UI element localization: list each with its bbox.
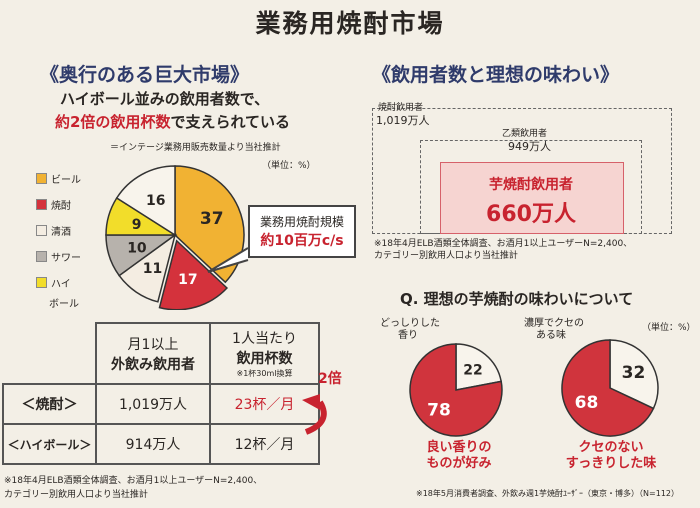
legend-item-highball: ハイ — [36, 272, 96, 292]
legend-swatch — [36, 250, 47, 262]
left-subline-2-highlight: 約2倍の飲用杯数 — [55, 113, 171, 131]
left-footnote-2: カテゴリー別飲用人口より当社推計 — [4, 490, 148, 500]
pie2-bottom-label: クセのない すっきりした味 — [548, 440, 674, 472]
pie-slice — [455, 343, 503, 391]
legend-item-sour: サワー — [36, 246, 96, 266]
left-footnote-1: ※18年4月ELB酒類全体調査、お酒月1以上ユーザーN=2,400、 — [4, 476, 263, 486]
shochu-scale-callout: 業務用焼酎規模 約10百万c/s — [248, 205, 356, 258]
legend-item-sake: 清酒 — [36, 220, 96, 240]
table-row-highball-label: ＜ハイボール＞ — [2, 423, 97, 465]
legend-item-beer: ビール — [36, 168, 96, 188]
legend-label: サワー — [51, 252, 81, 264]
left-subline-2: 約2倍の飲用杯数で支えられている — [55, 111, 290, 132]
legend-label: ビール — [51, 174, 81, 186]
callout-pointer — [207, 247, 249, 273]
pie-slice — [409, 343, 503, 437]
pie1-top-label: どっしりした 香り — [380, 318, 440, 342]
right-footnote-2: カテゴリー別飲用人口より当社推計 — [374, 251, 518, 261]
legend-item-shochu: 焼酎 — [36, 194, 96, 214]
pie1-top-line: 香り — [398, 330, 418, 341]
left-subline-1: ハイボール並みの飲用者数で、 — [60, 90, 270, 108]
pie2-top-line: 濃厚でクセの — [524, 318, 584, 329]
box-imo-shochu-drinkers — [440, 162, 624, 234]
pie-legend: ビール 焼酎 清酒 サワー ハイ ボール — [36, 168, 96, 312]
left-unit-label: （単位：%） — [262, 161, 316, 171]
table-corner — [3, 323, 96, 384]
comparison-table: 月1以上 外飲み飲用者 1人当たり 飲用杯数 ※1杯30ml換算 ＜焼酎＞ 1,… — [2, 322, 320, 465]
table-header-users: 月1以上 外飲み飲用者 — [95, 322, 211, 385]
ratio-label: 2倍 — [318, 371, 342, 387]
table-header-text: 月1以上 — [127, 336, 179, 353]
left-subline-2-rest: で支えられている — [170, 113, 291, 131]
pie-slice-label: 78 — [427, 401, 451, 421]
pie-slice-label: 68 — [575, 393, 599, 413]
pie-slice-label: 22 — [463, 362, 482, 378]
legend-swatch — [36, 172, 47, 184]
box1-value: 1,019万人 — [376, 114, 430, 127]
market-share-pie: 37 17 11 10 916 — [105, 165, 245, 310]
legend-label: 焼酎 — [51, 200, 71, 212]
right-heading: 《飲用者数と理想の味わい》 — [372, 64, 620, 86]
legend-swatch — [36, 198, 47, 210]
legend-label: ボール — [49, 298, 79, 310]
pie-slice — [115, 165, 176, 237]
table-row-shochu-cups: 23杯／月 — [209, 383, 320, 425]
callout-value: 約10百万c/s — [260, 233, 344, 249]
box2-label: 乙類飲用者 — [502, 129, 548, 139]
table-row-shochu-label: ＜焼酎＞ — [2, 383, 97, 425]
legend-label: 清酒 — [51, 226, 71, 238]
pie-slice — [561, 339, 655, 437]
pie2-top-line: ある味 — [536, 330, 566, 341]
box3-label: 芋焼酎飲用者 — [489, 177, 573, 193]
left-heading: 《奥行のある巨大市場》 — [40, 64, 250, 86]
question-title: Q. 理想の芋焼酎の味わいについて — [400, 290, 634, 308]
page-title: 業務用焼酎市場 — [255, 9, 445, 38]
pie2-bottom-line: すっきりした味 — [565, 456, 657, 471]
pie-slice-label: 11 — [143, 261, 162, 277]
box2-value: 949万人 — [508, 140, 551, 153]
pie-slice-label: 37 — [200, 209, 224, 229]
pie2-top-label: 濃厚でクセの ある味 — [524, 318, 584, 342]
taste-preference-pie: 32 68 — [561, 339, 659, 437]
box3-value: 660万人 — [486, 202, 576, 227]
table-row-highball-users: 914万人 — [95, 423, 211, 465]
pie-slice-label: 32 — [622, 363, 646, 383]
table-row-highball-cups: 12杯／月 — [209, 423, 320, 465]
table-header-note: ※1杯30ml換算 — [236, 369, 293, 378]
table-header-text: 1人当たり — [232, 331, 297, 347]
box1-label: 焼酎飲用者 — [378, 103, 424, 113]
pie-slice — [174, 165, 245, 284]
pie-slice-label: 10 — [127, 240, 147, 256]
legend-item-highball-cont: ボール — [36, 292, 96, 312]
pie-slice-label: 17 — [178, 272, 197, 288]
callout-title: 業務用焼酎規模 — [259, 215, 344, 229]
pie-slice — [158, 239, 229, 310]
table-header-text: 外飲み飲用者 — [111, 356, 195, 373]
pie-slice-label: 9 — [132, 217, 142, 233]
right-unit-label: （単位：%） — [642, 323, 696, 333]
right-footnote-1: ※18年4月ELB酒類全体調査、お酒月1以上ユーザーN=2,400、 — [374, 239, 633, 249]
aroma-preference-pie: 22 78 — [409, 343, 503, 437]
pie1-bottom-line: 良い香りの — [426, 440, 492, 455]
pie-slice — [609, 339, 659, 410]
pie-slice-label: 16 — [146, 193, 165, 209]
right-footnote-3: ※18年5月消費者調査、外飲み週1芋焼酎ﾕｰｻﾞｰ（東京・博多）（N=112） — [416, 489, 680, 498]
ratio-arrow-icon — [302, 394, 327, 435]
pie1-top-line: どっしりした — [380, 318, 440, 329]
left-source-note: ＝インテージ業務用販売数量より当社推計 — [110, 143, 281, 153]
table-header-cups: 1人当たり 飲用杯数 ※1杯30ml換算 — [209, 322, 320, 385]
legend-swatch — [36, 224, 47, 236]
table-row-shochu-users: 1,019万人 — [95, 383, 211, 425]
table-header-text: 飲用杯数 — [236, 351, 293, 367]
pie1-bottom-line: ものが好み — [426, 456, 492, 471]
legend-label: ハイ — [51, 278, 71, 290]
legend-swatch — [36, 276, 47, 288]
pie1-bottom-label: 良い香りの ものが好み — [400, 440, 518, 472]
pie2-bottom-line: クセのない — [578, 440, 644, 455]
